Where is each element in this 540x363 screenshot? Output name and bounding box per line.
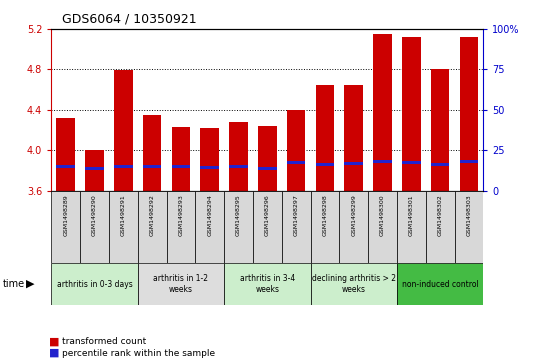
Text: GDS6064 / 10350921: GDS6064 / 10350921 [62,12,197,25]
Bar [345,162,363,164]
Bar [460,160,478,163]
Bar [460,37,478,191]
Text: ■: ■ [49,348,59,358]
Text: percentile rank within the sample: percentile rank within the sample [62,348,215,358]
Text: GSM1498301: GSM1498301 [409,194,414,236]
Text: GSM1498291: GSM1498291 [121,194,126,236]
Text: GSM1498300: GSM1498300 [380,194,385,236]
Text: arthritis in 1-2
weeks: arthritis in 1-2 weeks [153,274,208,294]
Text: GSM1498294: GSM1498294 [207,194,212,236]
Bar [397,191,426,263]
Bar [200,128,219,191]
Bar [315,85,334,191]
Bar [56,165,75,168]
Text: GSM1498303: GSM1498303 [467,194,471,236]
Text: GSM1498296: GSM1498296 [265,194,270,236]
Text: declining arthritis > 2
weeks: declining arthritis > 2 weeks [312,274,396,294]
Bar [373,160,392,163]
Bar [287,161,306,164]
Bar [51,263,138,305]
Bar [114,70,133,191]
Bar [310,191,339,263]
Bar [172,165,190,168]
Bar [258,167,276,170]
Bar [431,69,449,191]
Text: arthritis in 0-3 days: arthritis in 0-3 days [57,280,132,289]
Bar [431,163,449,166]
Bar [455,191,483,263]
Bar [258,126,276,191]
Bar [339,191,368,263]
Text: GSM1498293: GSM1498293 [178,194,184,236]
Text: GSM1498297: GSM1498297 [294,194,299,236]
Bar [224,263,310,305]
Bar [315,163,334,166]
Text: GSM1498289: GSM1498289 [63,194,68,236]
Text: GSM1498292: GSM1498292 [150,194,154,236]
Bar [85,150,104,191]
Bar [229,165,248,168]
Bar [166,191,195,263]
Text: time: time [3,279,25,289]
Bar [253,191,282,263]
Bar [368,191,397,263]
Text: non-induced control: non-induced control [402,280,478,289]
Bar [195,191,224,263]
Text: GSM1498290: GSM1498290 [92,194,97,236]
Bar [200,166,219,169]
Text: GSM1498295: GSM1498295 [236,194,241,236]
Bar [109,191,138,263]
Bar [114,165,133,168]
Bar [345,85,363,191]
Text: GSM1498298: GSM1498298 [322,194,327,236]
Bar [143,165,161,168]
Bar [143,115,161,191]
Bar [80,191,109,263]
Bar [138,263,224,305]
Text: transformed count: transformed count [62,337,146,346]
Bar [56,118,75,191]
Bar [224,191,253,263]
Bar [397,263,483,305]
Bar [310,263,397,305]
Bar [229,122,248,191]
Bar [85,167,104,170]
Text: ▶: ▶ [26,279,35,289]
Bar [426,191,455,263]
Bar [282,191,310,263]
Bar [172,127,190,191]
Text: ■: ■ [49,337,59,347]
Text: arthritis in 3-4
weeks: arthritis in 3-4 weeks [240,274,295,294]
Bar [287,110,306,191]
Bar [373,34,392,191]
Bar [51,191,80,263]
Bar [402,37,421,191]
Bar [402,161,421,164]
Bar [138,191,166,263]
Text: GSM1498299: GSM1498299 [351,194,356,236]
Text: GSM1498302: GSM1498302 [437,194,443,236]
